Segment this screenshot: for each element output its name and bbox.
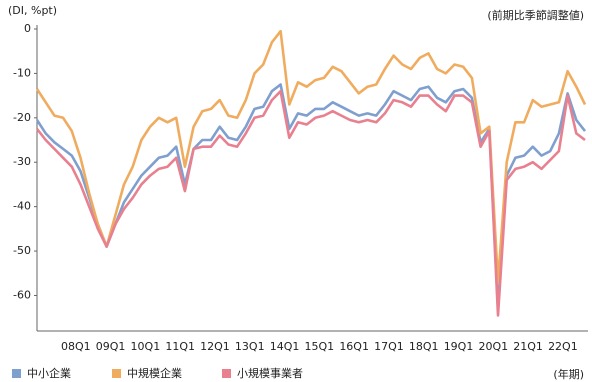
y-tick-label: -40 bbox=[13, 200, 31, 213]
series-line bbox=[35, 89, 586, 317]
x-tick-label: 12Q1 bbox=[200, 340, 230, 353]
x-tick-label: 22Q1 bbox=[548, 340, 578, 353]
x-tick-label: 08Q1 bbox=[61, 340, 91, 353]
legend-label: 小規模事業者 bbox=[237, 366, 303, 380]
x-tick-label: 21Q1 bbox=[513, 340, 543, 353]
y-tick-label: -10 bbox=[13, 66, 31, 79]
x-tick-label: 15Q1 bbox=[305, 340, 335, 353]
legend-label: 中小企業 bbox=[27, 366, 71, 380]
y-tick-label: -60 bbox=[13, 288, 31, 301]
note: (前期比季節調整値) bbox=[487, 8, 584, 22]
x-tick-label: 18Q1 bbox=[409, 340, 439, 353]
x-tick-label: 13Q1 bbox=[235, 340, 265, 353]
x-tick-label: 09Q1 bbox=[96, 340, 126, 353]
y-tick-label: 0 bbox=[24, 22, 31, 35]
legend-swatch bbox=[112, 369, 121, 378]
legend-label: 中規模企業 bbox=[127, 366, 182, 380]
x-tick-label: 16Q1 bbox=[339, 340, 369, 353]
series-line bbox=[35, 83, 587, 311]
x-tick-label: 17Q1 bbox=[374, 340, 404, 353]
y-tick-label: -30 bbox=[13, 155, 31, 168]
x-tick-label: 20Q1 bbox=[478, 340, 508, 353]
y-tick-label: -20 bbox=[13, 111, 31, 124]
y-axis-label: (DI, %pt) bbox=[8, 4, 57, 17]
x-tick-label: 11Q1 bbox=[165, 340, 195, 353]
legend-swatch bbox=[12, 369, 21, 378]
x-axis-label: (年期) bbox=[553, 367, 584, 381]
x-tick-label: 19Q1 bbox=[444, 340, 474, 353]
y-tick-label: -50 bbox=[13, 244, 31, 257]
legend-swatch bbox=[222, 369, 231, 378]
x-tick-label: 10Q1 bbox=[131, 340, 161, 353]
x-tick-label: 14Q1 bbox=[270, 340, 300, 353]
